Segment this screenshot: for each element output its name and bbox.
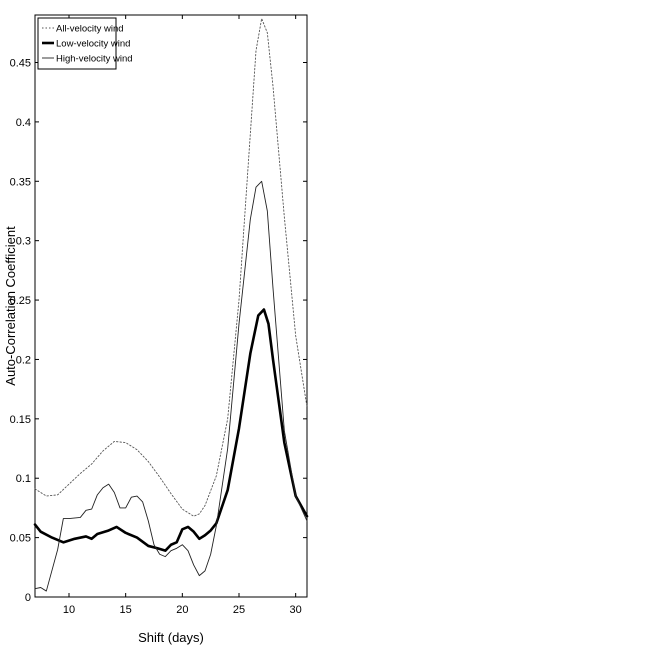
series-line-2 xyxy=(33,308,309,552)
y-tick-label: 0.1 xyxy=(16,473,31,485)
x-tick-label: 20 xyxy=(176,604,188,616)
y-tick-label: 0.45 xyxy=(10,58,31,70)
y-tick-label: 0.05 xyxy=(10,533,31,545)
legend-label: Low-velocity wind xyxy=(56,39,130,50)
y-tick-label: 0.25 xyxy=(10,295,31,307)
tick-layer: 10 15 20 25 30 0 0.05 0.1 0.15 0.2 0.25 0.3 0.35 0.4 0… xyxy=(10,15,307,616)
y-tick-label: 0.2 xyxy=(16,354,31,366)
x-tick-label: 25 xyxy=(233,604,245,616)
series-line-3 xyxy=(34,180,308,592)
y-axis-label: Auto-Correlation Coefficient xyxy=(3,226,18,386)
y-tick-label: 0.4 xyxy=(16,117,31,129)
y-tick-label: 0 xyxy=(25,592,31,604)
y-tick-label: 0.3 xyxy=(16,236,31,248)
legend-label: High-velocity wind xyxy=(56,54,133,65)
legend-label: All-velocity wind xyxy=(56,24,124,35)
y-tick-label: 0.35 xyxy=(10,176,31,188)
plot-area-frame xyxy=(34,14,308,598)
x-tick-label: 30 xyxy=(290,604,302,616)
series-line-1 xyxy=(34,18,308,517)
y-tick-label: 0.15 xyxy=(10,414,31,426)
x-tick-label: 15 xyxy=(120,604,132,616)
x-axis-label: Shift (days) xyxy=(138,630,204,645)
series-layer xyxy=(33,18,309,592)
x-tick-label: 10 xyxy=(63,604,75,616)
legend: All-velocity wind Low-velocity wind High-v… xyxy=(37,17,133,70)
